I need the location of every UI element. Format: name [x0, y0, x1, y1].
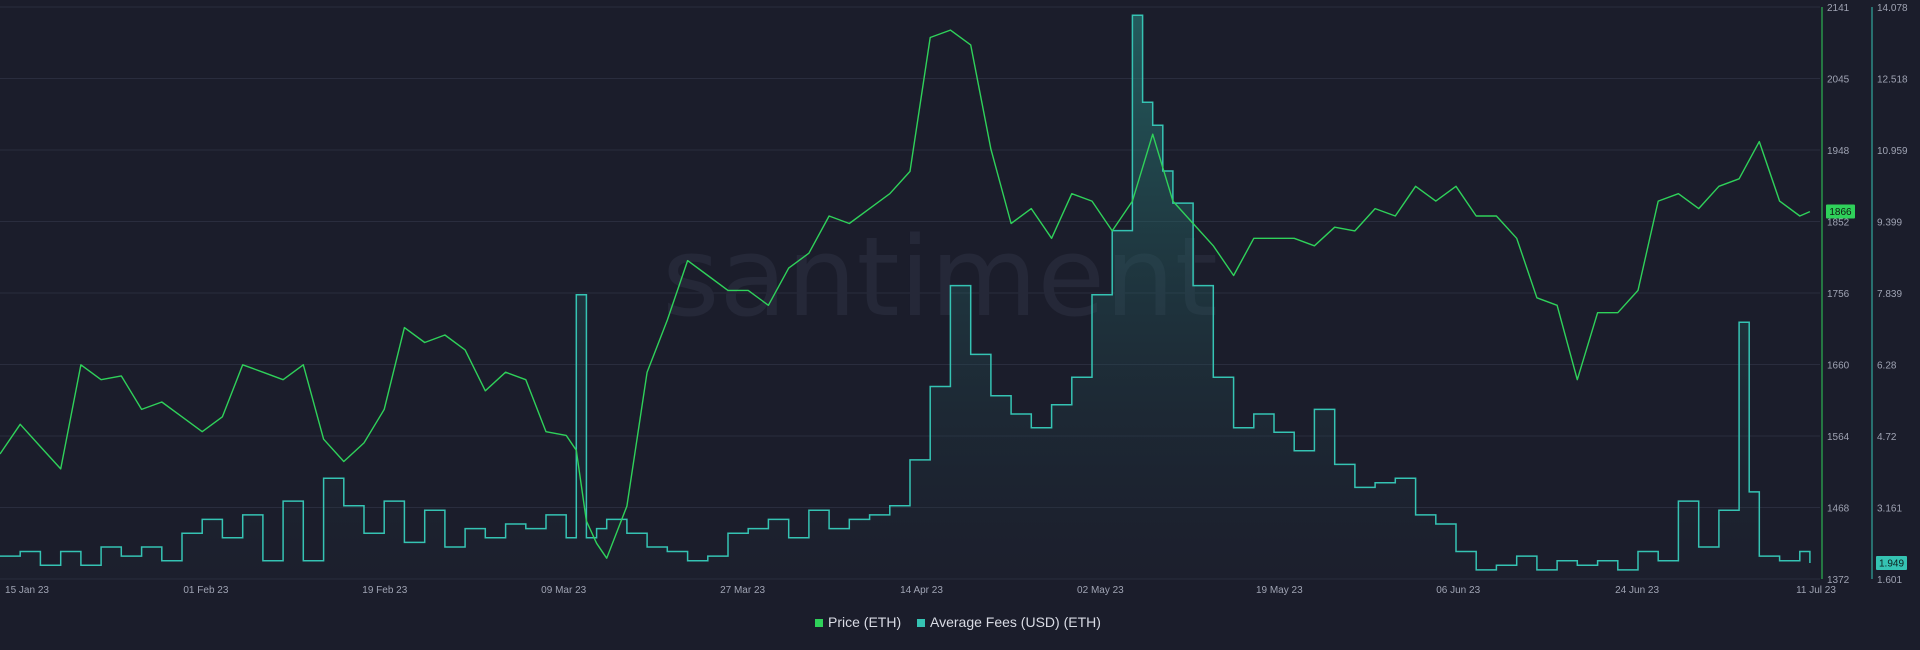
fees-last-value: 1.949 [1879, 559, 1904, 570]
x-axis-tick: 19 May 23 [1256, 585, 1303, 596]
fees-last-badge [1876, 556, 1907, 571]
x-axis-tick: 01 Feb 23 [183, 585, 228, 596]
x-axis-tick: 27 Mar 23 [720, 585, 765, 596]
x-axis-ticks: 15 Jan 23 01 Feb 23 19 Feb 23 09 Mar 23 27 M… [5, 585, 1836, 596]
fees-axis-tick: 3.161 [1877, 504, 1902, 515]
legend-label[interactable]: Average Fees (USD) (ETH) [930, 614, 1101, 630]
fees-series [0, 14, 1811, 579]
price-last-badge [1826, 204, 1855, 219]
axes: 2141 2045 1948 1852 1756 1660 1564 1468 1372 14.0… [1821, 3, 1908, 586]
price-axis-tick: 1852 [1827, 218, 1850, 229]
legend[interactable]: Price (ETH) Average Fees (USD) (ETH) [815, 614, 1101, 630]
price-axis-tick: 1948 [1827, 146, 1850, 157]
fees-axis-tick: 14.078 [1877, 3, 1908, 14]
fees-axis-tick: 4.72 [1877, 432, 1897, 443]
price-last-value: 1866 [1829, 207, 1852, 218]
fees-axis-tick: 9.399 [1877, 218, 1902, 229]
x-axis-tick: 06 Jun 23 [1436, 585, 1480, 596]
fees-axis-tick: 1.601 [1877, 575, 1902, 586]
legend-swatch [917, 619, 925, 627]
price-axis-tick: 2045 [1827, 75, 1850, 86]
legend-swatch [815, 619, 823, 627]
price-axis-tick: 1660 [1827, 361, 1850, 372]
x-axis-tick: 14 Apr 23 [900, 585, 943, 596]
x-axis-tick: 09 Mar 23 [541, 585, 586, 596]
price-axis-tick: 1756 [1827, 289, 1850, 300]
x-axis-tick: 02 May 23 [1077, 585, 1124, 596]
legend-label[interactable]: Price (ETH) [828, 614, 901, 630]
last-value-badges: 1866 1.949 [1826, 204, 1907, 571]
price-axis-tick: 1372 [1827, 575, 1850, 586]
fees-axis-tick: 6.28 [1877, 361, 1897, 372]
x-axis-tick: 15 Jan 23 [5, 585, 49, 596]
price-line [0, 29, 1811, 559]
price-axis-tick: 1468 [1827, 504, 1850, 515]
fees-axis-tick: 10.959 [1877, 146, 1908, 157]
price-axis-tick: 1564 [1827, 432, 1850, 443]
x-axis-tick: 19 Feb 23 [362, 585, 407, 596]
fees-line [0, 14, 1811, 571]
price-series [0, 29, 1811, 559]
x-axis-tick: 11 Jul 23 [1796, 585, 1836, 596]
fees-axis-tick: 7.839 [1877, 289, 1902, 300]
x-axis-tick: 24 Jun 23 [1615, 585, 1659, 596]
price-axis-tick: 2141 [1827, 3, 1850, 14]
fees-axis-tick: 12.518 [1877, 75, 1908, 86]
